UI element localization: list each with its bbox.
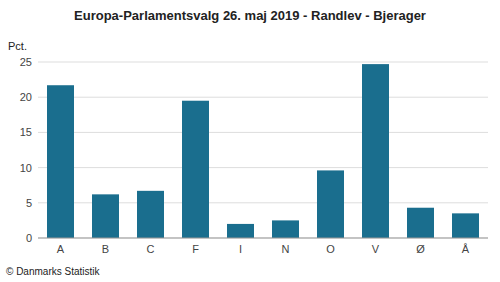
x-tick-label: F (192, 243, 199, 255)
y-tick-label: 20 (20, 91, 32, 103)
x-tick-label: N (282, 243, 290, 255)
grid-line (38, 167, 488, 168)
x-axis-line (38, 238, 488, 239)
bar (137, 191, 164, 238)
x-tick-label: Ø (416, 243, 425, 255)
x-tick-label: I (239, 243, 242, 255)
y-tick-label: 0 (26, 232, 32, 244)
grid-line (38, 62, 488, 63)
y-tick-label: 15 (20, 126, 32, 138)
bars (47, 64, 479, 238)
y-axis: 0 5 10 15 20 25 (20, 56, 32, 244)
x-tick-label: B (102, 243, 109, 255)
x-tick-label: V (372, 243, 380, 255)
chart-container: Europa-Parlamentsvalg 26. maj 2019 - Ran… (0, 0, 500, 282)
bar (362, 64, 389, 238)
x-tick-label: Å (462, 243, 470, 255)
y-tick-label: 5 (26, 197, 32, 209)
y-tick-label: 25 (20, 56, 32, 68)
bar (452, 213, 479, 238)
chart: Europa-Parlamentsvalg 26. maj 2019 - Ran… (0, 0, 500, 282)
bar (317, 170, 344, 238)
x-tick-label: O (326, 243, 335, 255)
x-tick-label: C (147, 243, 155, 255)
grid-line (38, 97, 488, 98)
bar (407, 208, 434, 238)
grid (38, 62, 488, 238)
title: Europa-Parlamentsvalg 26. maj 2019 - Ran… (74, 8, 426, 23)
grid-line (38, 238, 488, 239)
x-axis: ABCFINOVØÅ (57, 243, 470, 255)
bar (272, 220, 299, 238)
x-tick-label: A (57, 243, 65, 255)
bar (47, 85, 74, 238)
y-tick-label: 10 (20, 162, 32, 174)
y-axis-label: Pct. (8, 40, 27, 52)
bar (227, 224, 254, 238)
footer: © Danmarks Statistik (6, 266, 101, 277)
bar (182, 101, 209, 238)
grid-line (38, 132, 488, 133)
bar (92, 194, 119, 238)
